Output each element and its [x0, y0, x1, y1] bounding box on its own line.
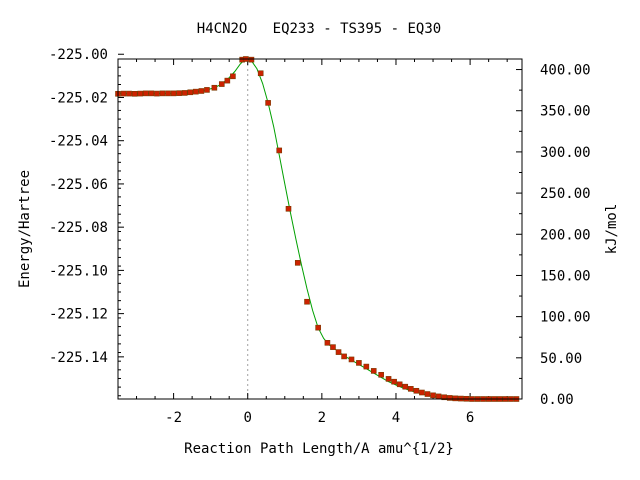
y2-tick-label: 350.00: [540, 104, 591, 120]
data-point: [193, 88, 199, 95]
data-point: [137, 90, 144, 97]
data-point: [435, 393, 442, 400]
data-point: [385, 376, 392, 382]
data-point: [170, 90, 177, 97]
y2-tick-label: 100.00: [540, 310, 591, 326]
data-point: [165, 90, 171, 97]
data-point: [396, 381, 403, 388]
y2-axis-label: kJ/mol: [604, 204, 620, 255]
data-point: [419, 389, 425, 396]
data-point: [402, 383, 409, 390]
data-point: [142, 90, 149, 97]
data-point: [265, 100, 271, 106]
data-series: [115, 56, 520, 402]
y-tick-label: -225.10: [49, 263, 108, 279]
data-point: [408, 386, 414, 392]
x-tick-label: 6: [466, 410, 474, 426]
data-point: [176, 90, 182, 96]
x-tick-label: 4: [392, 410, 400, 426]
data-point: [187, 89, 194, 96]
data-point: [248, 56, 255, 63]
data-point: [154, 90, 160, 97]
data-point: [211, 84, 218, 91]
data-point: [230, 73, 236, 80]
y-tick-label: -225.14: [49, 350, 108, 366]
x-tick-label: 2: [318, 410, 326, 426]
y-tick-label: -225.06: [49, 177, 108, 193]
data-point: [363, 363, 370, 370]
y-tick-label: -225.12: [49, 307, 108, 323]
axis-ticks: -2 0 2 4 6 -225.00 -225.02 -225.04 -225.06 -225.0…: [49, 47, 591, 426]
data-point: [131, 90, 138, 97]
data-point: [335, 349, 342, 355]
data-point: [285, 205, 292, 212]
data-point: [257, 70, 264, 77]
y2-tick-label: 150.00: [540, 268, 591, 284]
data-point: [441, 394, 447, 401]
x-tick-label: 0: [244, 410, 252, 426]
x-axis-label: Reaction Path Length/A amu^{1/2}: [184, 441, 454, 457]
data-point: [330, 344, 336, 350]
data-point: [324, 340, 331, 346]
data-point: [356, 360, 362, 366]
data-point: [348, 356, 355, 363]
data-point: [148, 90, 155, 97]
data-point: [276, 147, 283, 154]
data-point: [181, 90, 188, 96]
data-point: [446, 395, 453, 401]
y-tick-label: -225.08: [49, 220, 108, 236]
data-point: [198, 88, 205, 94]
data-point: [218, 81, 225, 87]
data-point: [370, 368, 377, 374]
y-tick-label: -225.02: [49, 90, 108, 106]
data-point: [413, 387, 420, 394]
data-point: [341, 353, 347, 360]
y2-tick-label: 400.00: [540, 63, 591, 79]
data-point: [294, 260, 301, 266]
y2-tick-label: 200.00: [540, 227, 591, 243]
y2-tick-label: 50.00: [540, 351, 582, 367]
data-point: [120, 90, 127, 97]
y2-tick-label: 0.00: [540, 392, 574, 408]
data-point: [424, 391, 431, 397]
data-point: [430, 392, 436, 399]
x-tick-label: -2: [165, 410, 182, 426]
data-point: [452, 395, 459, 402]
plot-frame: [117, 58, 523, 400]
data-point: [378, 371, 384, 378]
data-point: [304, 298, 310, 305]
data-point: [224, 77, 231, 84]
chart-title: H4CN2O EQ233 - TS395 - EQ30: [197, 21, 441, 37]
data-point: [315, 324, 321, 331]
data-point: [391, 378, 397, 385]
data-point: [126, 90, 132, 97]
data-point: [204, 87, 210, 93]
energy-curve: [117, 58, 519, 400]
y-tick-label: -225.00: [49, 47, 108, 63]
y2-tick-label: 300.00: [540, 145, 591, 161]
data-point: [159, 90, 166, 97]
y-axis-label: Energy/Hartree: [17, 170, 33, 288]
y-tick-label: -225.04: [49, 134, 108, 150]
y2-tick-label: 250.00: [540, 186, 591, 202]
